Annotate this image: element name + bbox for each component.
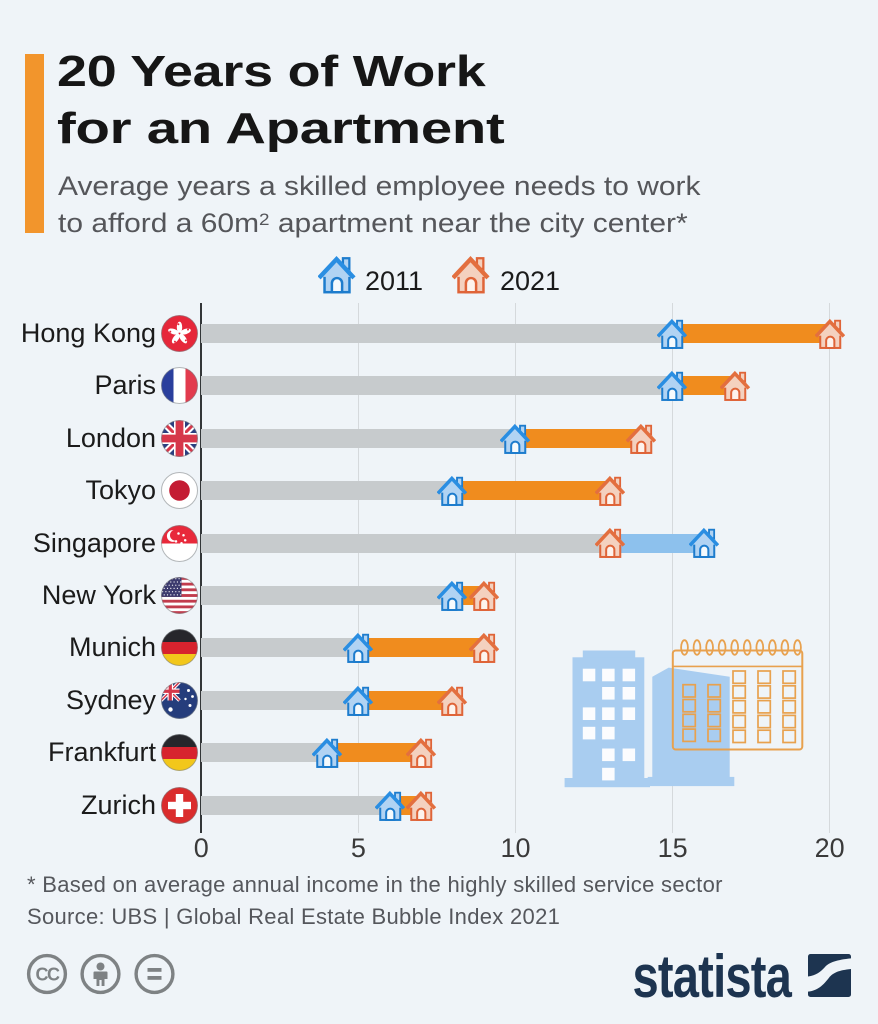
svg-text:CC: CC bbox=[36, 965, 60, 985]
